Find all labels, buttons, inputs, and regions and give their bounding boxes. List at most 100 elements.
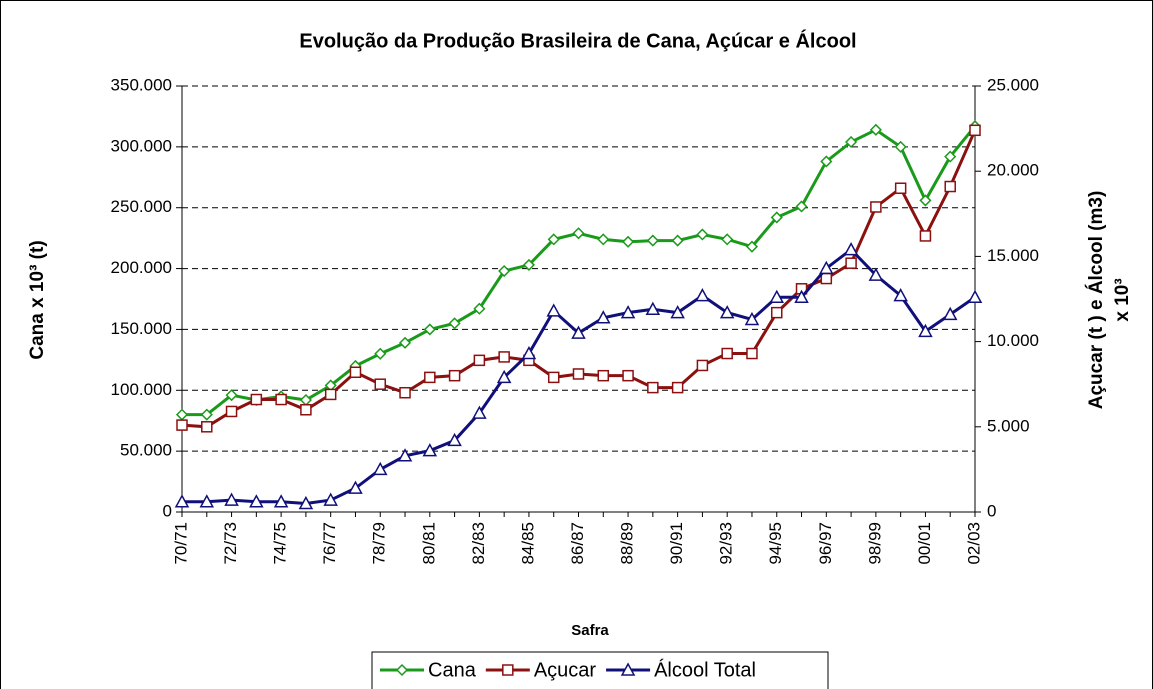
marker (374, 378, 386, 390)
marker (473, 354, 486, 367)
y2-tick-label: 20.000 (987, 161, 1039, 180)
y2-tick-label: 5.000 (987, 416, 1030, 435)
y-tick-label: 300.000 (111, 136, 172, 155)
x-tick-label: 94/95 (766, 522, 785, 565)
y-tick-label: 150.000 (111, 319, 172, 338)
marker (646, 234, 659, 247)
marker (374, 347, 387, 360)
x-tick-label: 86/87 (568, 522, 587, 565)
marker (596, 310, 611, 324)
y2-tick-label: 10.000 (987, 331, 1039, 350)
marker (547, 371, 560, 384)
marker (845, 257, 857, 269)
marker (620, 662, 636, 676)
legend-label: Cana (428, 659, 477, 681)
marker (770, 211, 783, 224)
x-tick-label: 02/03 (964, 522, 983, 565)
marker (620, 305, 636, 319)
chart-title: Evolução da Produção Brasileira de Cana,… (299, 29, 856, 52)
marker (622, 235, 635, 248)
x-tick-label: 76/77 (320, 522, 339, 565)
x-tick-label: 82/83 (469, 522, 488, 565)
marker (845, 135, 858, 149)
marker (473, 302, 486, 315)
marker (547, 233, 560, 246)
marker (597, 369, 610, 382)
marker (820, 272, 833, 285)
marker (472, 405, 487, 419)
marker (696, 359, 709, 372)
x-tick-label: 88/89 (618, 522, 637, 565)
marker (894, 182, 907, 194)
marker (746, 347, 758, 360)
marker (944, 180, 956, 193)
marker (397, 448, 413, 462)
marker (225, 389, 238, 402)
y-tick-label: 350.000 (111, 75, 172, 94)
legend-label: Álcool Total (654, 658, 756, 681)
y-tick-label: 50.000 (120, 441, 172, 460)
y-tick-label: 250.000 (111, 197, 172, 216)
legend-label: Açucar (534, 659, 597, 681)
marker (349, 366, 362, 379)
marker (819, 260, 834, 275)
x-tick-label: 70/71 (171, 522, 190, 565)
marker (820, 155, 833, 168)
marker (771, 306, 783, 319)
x-tick-label: 00/01 (915, 522, 934, 565)
x-tick-label: 98/99 (865, 522, 884, 565)
marker (372, 461, 388, 476)
marker (670, 305, 685, 319)
y2-tick-label: 0 (987, 501, 996, 520)
marker (546, 303, 561, 317)
marker (502, 664, 514, 676)
marker (869, 123, 882, 136)
marker (695, 288, 710, 302)
marker (843, 242, 859, 256)
marker (647, 381, 659, 394)
marker (597, 233, 610, 246)
y-tick-label: 0 (163, 501, 172, 520)
marker (894, 140, 907, 153)
marker (423, 323, 436, 336)
marker (395, 663, 409, 677)
y2-axis-label: x 10³ (1112, 278, 1133, 321)
marker (522, 258, 535, 271)
y-tick-label: 100.000 (111, 380, 172, 399)
marker (224, 492, 239, 506)
marker (201, 421, 213, 433)
marker (795, 200, 808, 213)
y-tick-label: 200.000 (111, 258, 172, 277)
marker (323, 492, 338, 506)
x-tick-label: 92/93 (717, 522, 736, 565)
marker (174, 494, 190, 508)
marker (300, 404, 312, 416)
marker (298, 495, 314, 510)
y2-tick-label: 25.000 (987, 75, 1039, 94)
marker (572, 227, 585, 240)
x-tick-label: 96/97 (816, 522, 835, 565)
marker (249, 494, 264, 508)
marker (721, 347, 733, 360)
marker (645, 301, 661, 315)
marker (250, 393, 263, 406)
marker (200, 408, 213, 421)
marker (671, 234, 684, 247)
legend: Cana Açucar Álcool Total (371, 651, 829, 689)
marker (348, 480, 363, 494)
marker (572, 368, 585, 380)
marker (398, 336, 412, 349)
x-tick-label: 78/79 (370, 522, 389, 565)
marker (521, 345, 537, 360)
marker (176, 419, 188, 431)
x-tick-label: 80/81 (419, 522, 438, 565)
marker (942, 306, 958, 321)
marker (448, 369, 461, 382)
marker (868, 267, 884, 281)
x-tick-label: 72/73 (221, 522, 240, 565)
x-tick-label: 74/75 (271, 522, 290, 565)
marker (893, 288, 908, 302)
marker (870, 201, 882, 213)
